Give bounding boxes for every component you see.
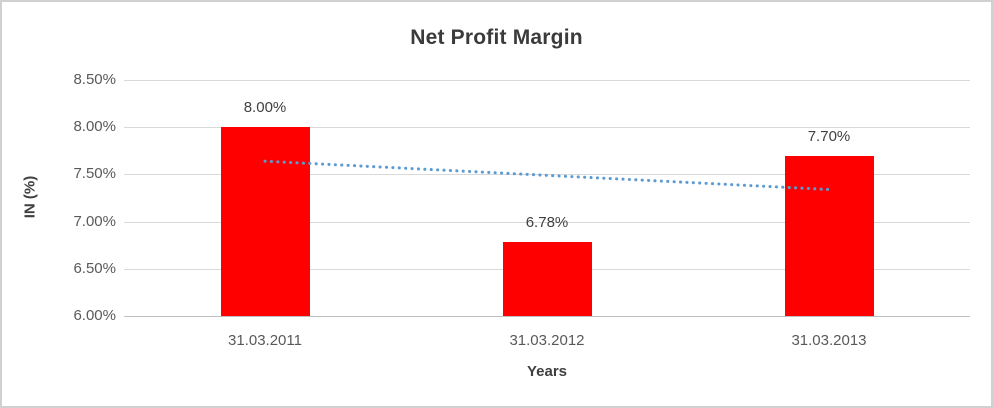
gridline — [124, 127, 970, 129]
bar — [502, 242, 592, 316]
x-tick-label: 31.03.2013 — [791, 332, 867, 349]
y-tick-label: 7.00% — [73, 212, 116, 230]
bar-data-label: 6.78% — [525, 214, 569, 232]
gridline — [124, 80, 970, 81]
y-axis-title: IN (%) — [21, 175, 39, 219]
chart-title: Net Profit Margin — [410, 26, 583, 49]
bar — [784, 155, 874, 316]
x-axis-line — [124, 316, 970, 317]
gridline — [124, 221, 970, 223]
y-tick-label: 6.50% — [73, 259, 116, 277]
y-tick-label: 8.50% — [73, 71, 116, 88]
y-tick-label: 6.00% — [73, 307, 116, 324]
bar — [220, 127, 310, 316]
bar-data-label: 7.70% — [807, 127, 851, 145]
x-axis-title: Years — [526, 363, 568, 380]
y-tick-label: 8.00% — [73, 118, 116, 136]
y-tick-label: 7.50% — [73, 165, 116, 183]
bar-data-label: 8.00% — [243, 99, 287, 117]
x-tick-label: 31.03.2012 — [509, 332, 585, 349]
x-tick-label: 31.03.2011 — [228, 332, 302, 349]
